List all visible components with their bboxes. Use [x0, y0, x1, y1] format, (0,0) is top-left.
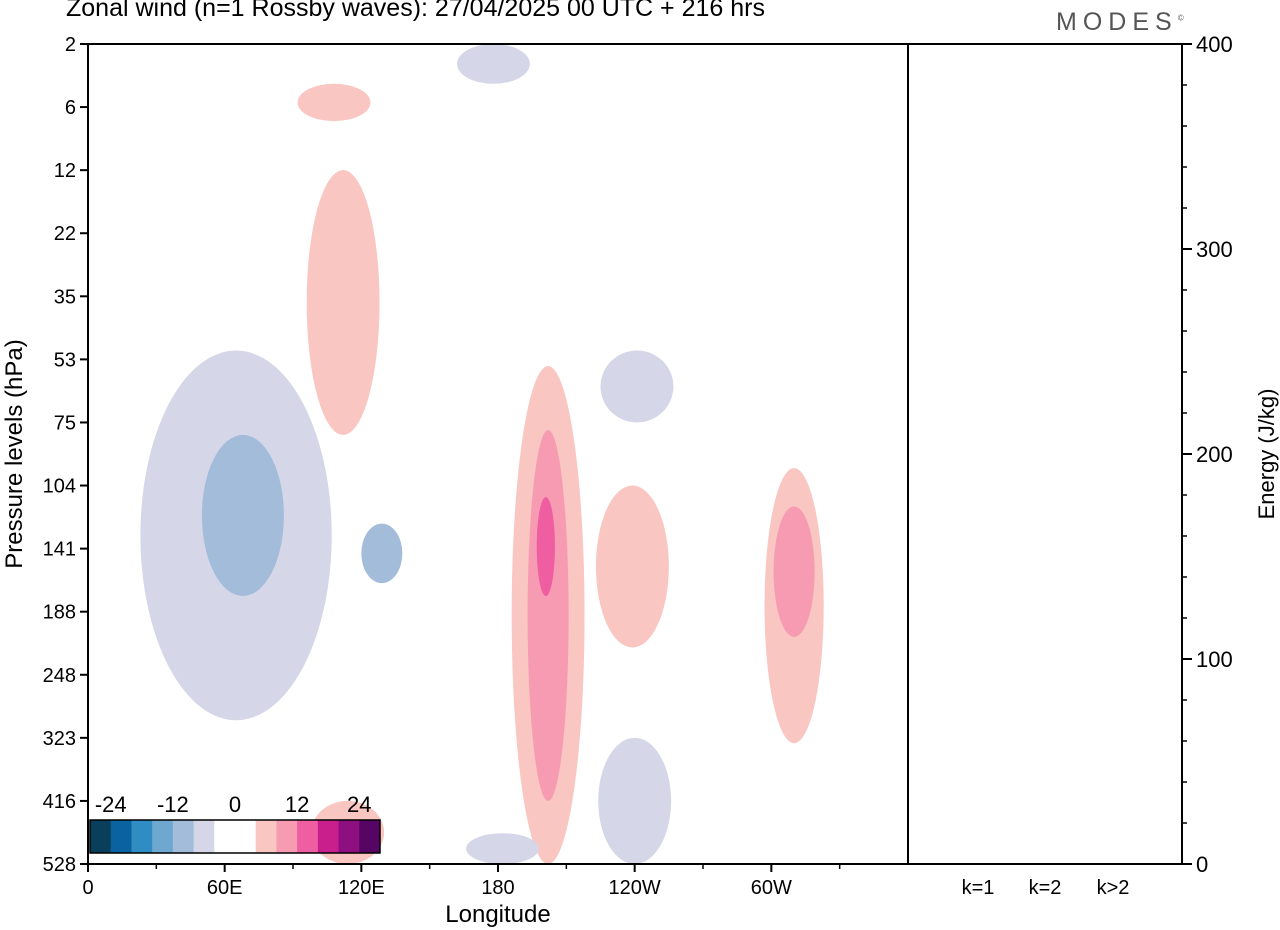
x-tick-label-4: 120W [609, 877, 661, 899]
y-tick-label-75: 75 [54, 412, 76, 434]
contour-feature-negative-4 [201, 434, 284, 596]
energy-tick-label-0: 0 [1196, 852, 1208, 877]
x-axis-label: Longitude [445, 901, 550, 928]
energy-axis-label: Energy (J/kg) [1254, 389, 1279, 520]
colorbar-swatch-3 [152, 820, 174, 853]
contour-feature-negative-13 [466, 833, 539, 864]
chart-title: Zonal wind (n=1 Rossby waves): 27/04/202… [66, 0, 765, 22]
colorbar-swatch-10 [297, 820, 319, 853]
colorbar-label-4: 24 [347, 792, 371, 817]
y-tick-label-323: 323 [43, 728, 76, 750]
contour-feature-negative-12 [598, 737, 672, 864]
colorbar-swatch-12 [338, 820, 360, 853]
colorbar-swatch-6 [214, 820, 236, 853]
y-tick-label-22: 22 [54, 223, 76, 245]
colorbar-swatch-1 [110, 820, 132, 853]
contour-feature-negative-6 [457, 44, 530, 84]
energy-category-label-3: k>2 [1097, 877, 1130, 899]
colorbar-swatch-4 [172, 820, 195, 853]
energy-panel-frame [907, 43, 1183, 865]
colorbar-swatch-7 [235, 820, 257, 853]
x-tick-label-2: 120E [338, 877, 385, 899]
contour-feature-positive-9 [536, 497, 555, 596]
colorbar-swatch-11 [317, 820, 340, 853]
x-tick-label-3: 180 [481, 877, 514, 899]
colorbar-swatch-2 [131, 820, 153, 853]
y-tick-label-188: 188 [43, 602, 76, 624]
y-tick-label-104: 104 [43, 476, 76, 498]
energy-category-label-1: k=1 [962, 877, 995, 899]
contour-layer [140, 44, 824, 864]
energy-bar-1 [956, 863, 1000, 865]
colorbar-swatch-9 [276, 820, 298, 853]
contour-feature-positive-2 [306, 170, 380, 435]
y-tick-label-6: 6 [65, 97, 76, 119]
colorbar-label-2: 0 [229, 792, 241, 817]
contour-feature-positive-1 [297, 83, 371, 122]
y-tick-label-53: 53 [54, 349, 76, 371]
y-tick-label-35: 35 [54, 286, 76, 308]
colorbar-swatch-8 [255, 820, 277, 853]
y-tick-label-2: 2 [65, 34, 76, 56]
colorbar-label-0: -24 [95, 792, 127, 817]
y-tick-label-141: 141 [43, 539, 76, 561]
y-tick-label-416: 416 [43, 791, 76, 813]
colorbar-frame [89, 819, 381, 854]
colorbar-swatch-13 [359, 820, 381, 853]
contour-feature-positive-15 [773, 506, 815, 637]
colorbar-label-1: -12 [157, 792, 189, 817]
energy-tick-label-400: 400 [1196, 32, 1233, 57]
colorbar-swatch-0 [90, 820, 112, 853]
colorbar-swatch-5 [193, 820, 215, 853]
contour-feature-positive-8 [527, 430, 569, 801]
energy-bar-2 [1023, 863, 1067, 865]
x-tick-label-0: 0 [82, 877, 93, 899]
x-tick-label-5: 60W [751, 877, 792, 899]
y-axis-label: Pressure levels (hPa) [1, 339, 28, 568]
y-tick-label-12: 12 [54, 160, 76, 182]
colorbar-label-3: 12 [285, 792, 309, 817]
energy-bar-3 [1091, 863, 1135, 865]
contour-feature-positive-11 [595, 485, 669, 648]
energy-tick-label-200: 200 [1196, 442, 1233, 467]
y-tick-label-248: 248 [43, 665, 76, 687]
energy-tick-label-100: 100 [1196, 647, 1233, 672]
contour-feature-negative-10 [600, 350, 674, 423]
x-tick-label-1: 60E [207, 877, 243, 899]
y-tick-label-528: 528 [43, 854, 76, 876]
contour-feature-negative-5 [361, 523, 403, 584]
brand-logo: MODES© [1056, 8, 1184, 36]
energy-tick-label-300: 300 [1196, 237, 1233, 262]
energy-category-label-2: k=2 [1029, 877, 1062, 899]
